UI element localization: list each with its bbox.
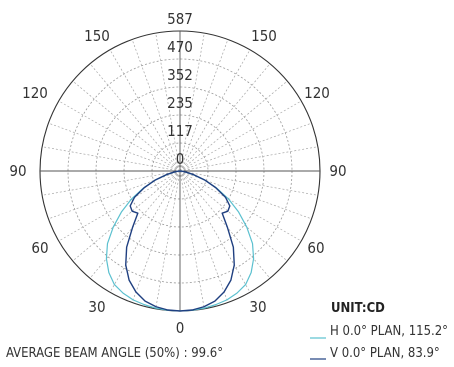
grid-spoke — [179, 170, 318, 196]
angle-tick-label: 90 — [329, 162, 346, 180]
grid-spoke — [48, 122, 181, 172]
grid-spoke — [89, 170, 181, 279]
radial-tick-label: 587 — [167, 10, 193, 28]
grid-spoke — [179, 170, 288, 262]
grid-spoke — [179, 170, 302, 242]
series-line-v-plan — [125, 170, 235, 312]
grid-spoke — [42, 146, 181, 172]
radial-tick-label: 235 — [167, 94, 193, 112]
radial-tick-label: 470 — [167, 38, 193, 56]
angle-tick-label: 120 — [304, 84, 330, 102]
grid-spoke — [58, 170, 181, 242]
grid-spoke — [155, 33, 181, 172]
grid-spoke — [42, 170, 181, 196]
angle-tick-label: 60 — [31, 239, 48, 257]
legend-entry-v-plan: V 0.0° PLAN, 83.9° — [330, 346, 440, 361]
grid-spoke — [109, 170, 181, 293]
legend: UNIT:CD H 0.0° PLAN, 115.2° V 0.0° PLAN,… — [310, 301, 448, 361]
grid-spoke — [179, 170, 229, 303]
legend-entry-h-plan: H 0.0° PLAN, 115.2° — [330, 324, 448, 339]
angle-tick-label: 30 — [249, 298, 266, 316]
polar-grid — [39, 30, 321, 312]
grid-spoke — [58, 100, 181, 172]
grid-spoke — [131, 39, 181, 172]
angle-tick-label: 0 — [176, 319, 185, 337]
radial-tick-label: 117 — [167, 122, 193, 140]
unit-label: UNIT:CD — [331, 301, 385, 316]
angle-tick-label: 120 — [22, 84, 48, 102]
angle-tick-label: 150 — [84, 27, 110, 45]
grid-spoke — [179, 33, 205, 172]
grid-spoke — [179, 100, 302, 172]
grid-spoke — [72, 170, 181, 262]
grid-spoke — [179, 63, 271, 172]
grid-spoke — [179, 170, 251, 293]
grid-spoke — [109, 49, 181, 172]
grid-spoke — [179, 122, 312, 172]
grid-spoke — [179, 170, 271, 279]
grid-spoke — [179, 146, 318, 172]
tick-labels: 587 470 352 235 117 0 150 150 120 120 90… — [9, 10, 346, 337]
angle-tick-label: 30 — [88, 298, 105, 316]
angle-tick-label: 90 — [9, 162, 26, 180]
grid-spoke — [155, 170, 181, 309]
grid-spoke — [131, 170, 181, 303]
grid-spoke — [179, 39, 229, 172]
grid-spoke — [179, 49, 251, 172]
grid-spoke — [179, 80, 288, 172]
grid-spoke — [72, 80, 181, 172]
radial-tick-label: 0 — [176, 150, 185, 168]
radial-tick-label: 352 — [167, 66, 193, 84]
beam-angle-annotation: AVERAGE BEAM ANGLE (50%) : 99.6° — [6, 346, 223, 361]
grid-spoke — [48, 170, 181, 220]
angle-tick-label: 150 — [251, 27, 277, 45]
grid-spoke — [89, 63, 181, 172]
grid-spoke — [179, 170, 312, 220]
grid-spoke — [179, 170, 205, 309]
angle-tick-label: 60 — [307, 239, 324, 257]
intensity-curves — [105, 170, 255, 312]
